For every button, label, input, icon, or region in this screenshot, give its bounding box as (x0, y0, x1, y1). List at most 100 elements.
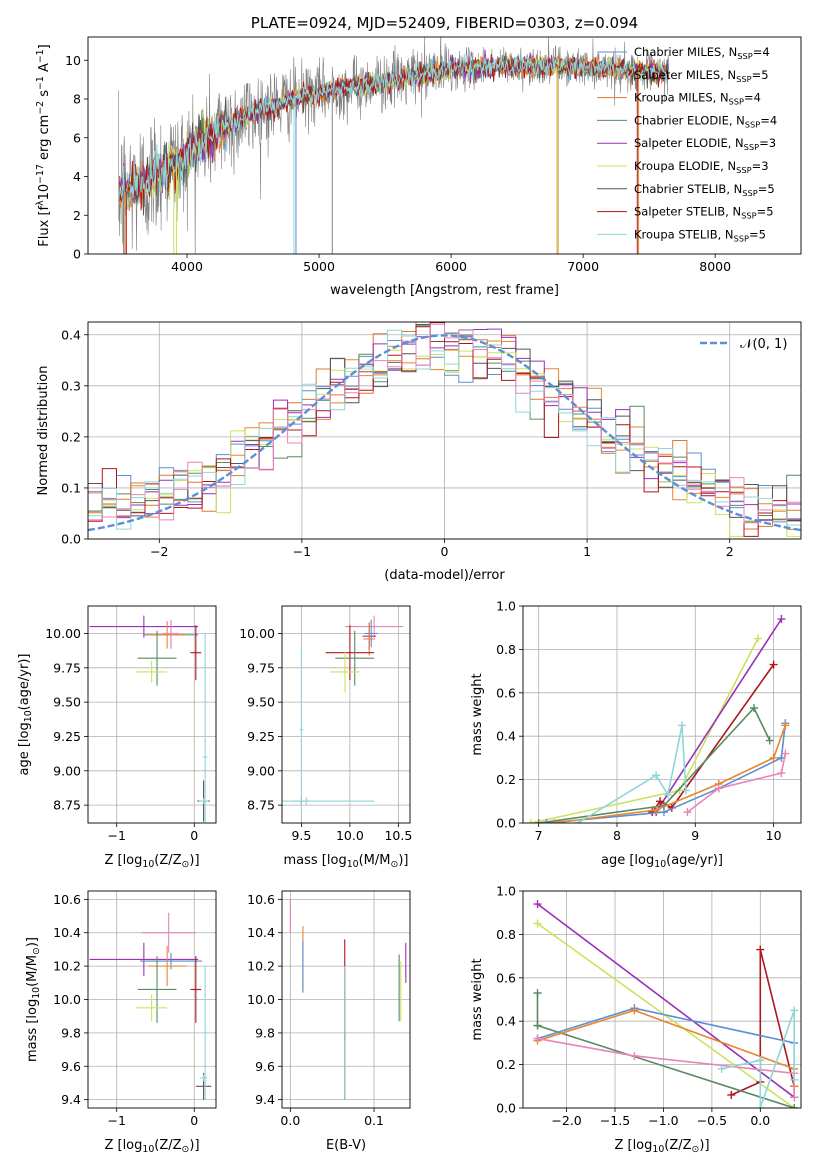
x-axis-label-part: ⊙ (182, 1144, 190, 1155)
y-tick-label: 0.6 (496, 685, 516, 700)
legend-label-part: SSP (744, 142, 759, 152)
y-axis-label-part: s (37, 90, 52, 101)
weight-series-line (537, 1009, 795, 1087)
legend-label-part: =5 (758, 182, 775, 196)
x-axis-label-part: Z [log (104, 1138, 142, 1153)
weight-series-line (687, 753, 787, 813)
weight-point-marker (790, 1104, 799, 1108)
residuals-plot-area (88, 322, 801, 537)
x-tick-label: 10.0 (336, 828, 364, 843)
legend-label-part: Kroupa MILES, N (634, 91, 729, 105)
legend-label-part: SSP (729, 97, 744, 107)
y-tick-label: 0.2 (496, 1057, 516, 1072)
y-axis-label: mass [log10(M/M⊙)] (25, 937, 42, 1062)
legend-label-part: =3 (759, 136, 776, 150)
weight-point-marker (790, 1093, 799, 1102)
x-tick-label: 10.5 (384, 828, 412, 843)
weight-point-marker (533, 1034, 542, 1043)
age-vs-mass-plot-area (282, 615, 404, 813)
x-tick-label: 7 (535, 828, 543, 843)
x-axis-label-part: ⊙ (182, 859, 190, 870)
y-tick-label: 0.4 (61, 327, 81, 342)
legend-label: Kroupa STELIB, NSSP=5 (634, 227, 766, 243)
weight-point-marker (550, 819, 559, 823)
legend-label-part: SSP (745, 119, 760, 129)
y-tick-label: 9.8 (61, 1025, 81, 1040)
x-tick-label: 8000 (699, 259, 731, 274)
x-tick-label: 0.0 (750, 1113, 770, 1128)
weight-point-marker (533, 1021, 542, 1030)
y-tick-label: 0.0 (496, 816, 516, 831)
weight-point-marker (781, 721, 790, 730)
x-tick-label: 4000 (171, 259, 203, 274)
x-axis-label-part: 10 (654, 859, 666, 870)
legend-label: 𝒩(0, 1) (740, 337, 787, 352)
y-tick-label: 10.00 (239, 626, 275, 641)
x-tick-label: −1.5 (600, 1113, 630, 1128)
y-tick-label: 0.0 (61, 532, 81, 547)
weight-point-marker (765, 736, 774, 745)
x-axis-label-part: (M/M (359, 853, 391, 868)
legend-label: Salpeter ELODIE, NSSP=3 (634, 136, 776, 152)
y-axis-label-part: (age/yr)] (17, 654, 32, 711)
weight-point-marker (750, 703, 759, 712)
weight-series-line (721, 1010, 795, 1108)
y-tick-label: 0.4 (496, 729, 516, 744)
legend-label: Kroupa MILES, NSSP=4 (634, 91, 761, 107)
legend-label-part: Chabrier ELODIE, N (634, 113, 745, 127)
y-tick-label: 9.8 (255, 1025, 275, 1040)
x-axis-label: (data-model)/error (384, 568, 505, 583)
weight-vs-Z-frame: −2.0 −1.5 −1.0 −0.5 0.0 0.0 0.2 0.4 0.6 0.8 1.0 Z [… (470, 884, 802, 1155)
y-axis-label-part: A (37, 63, 52, 76)
y-axis-label-part: 10 (31, 987, 42, 999)
x-tick-label: 5000 (303, 259, 335, 274)
weight-point-marker (681, 786, 690, 795)
legend-label-part: SSP (736, 165, 751, 175)
y-tick-label: 0 (73, 247, 81, 262)
weight-point-marker (756, 1104, 765, 1108)
x-tick-label: 0 (190, 1113, 198, 1128)
weight-point-marker (756, 1056, 765, 1065)
weight-point-marker (542, 819, 551, 823)
y-tick-label: 10.2 (53, 959, 81, 974)
x-tick-label: 8 (613, 828, 621, 843)
mass-vs-Z-axes: −1 09.49.69.810.010.210.410.6Z [log10(Z/Z… (25, 890, 217, 1155)
y-tick-label: 10 (65, 53, 81, 68)
axes-frame (522, 890, 802, 1109)
y-tick-label: 2 (73, 208, 81, 223)
legend-label-part: SSP (741, 211, 756, 221)
y-axis-label-part: ⊙ (31, 947, 42, 955)
legend-label-part: =4 (744, 91, 761, 105)
y-tick-label: 10.6 (247, 892, 275, 907)
y-tick-label: 0.3 (61, 378, 81, 393)
y-tick-label: 9.50 (53, 695, 81, 710)
y-tick-label: 10.0 (247, 992, 275, 1007)
weight-point-marker (533, 988, 542, 997)
y-tick-label: 8 (73, 92, 81, 107)
histogram-legend: 𝒩(0, 1) (700, 337, 787, 352)
x-axis-label-part: 10 (142, 1144, 154, 1155)
y-tick-label: 1.0 (496, 599, 516, 614)
y-tick-label: 1.0 (496, 884, 516, 899)
y-axis-label-part: −2 (35, 101, 46, 115)
y-tick-label: 9.4 (255, 1092, 275, 1107)
x-axis-label: Z [log10(Z/Z⊙)] (104, 853, 199, 870)
axes-frame (87, 36, 802, 255)
legend-label-part: =5 (749, 227, 766, 241)
y-tick-label: 6 (73, 130, 81, 145)
x-axis-label-part: )] (398, 853, 408, 868)
y-axis-label-part: erg cm (37, 115, 52, 164)
y-axis-label-part: )] (25, 937, 40, 947)
weight-series-line (538, 706, 771, 823)
axes-frame (87, 605, 217, 824)
legend-label-part: Salpeter STELIB, N (634, 205, 741, 219)
y-tick-label: 8.75 (53, 798, 81, 813)
legend-label-part: =4 (760, 113, 777, 127)
y-tick-label: 8.75 (247, 798, 275, 813)
legend-label-part: =5 (752, 68, 769, 82)
x-axis-label-part: (Z/Z (664, 1138, 691, 1153)
y-axis-label: mass weight (470, 673, 485, 755)
weight-point-marker (790, 1075, 799, 1084)
